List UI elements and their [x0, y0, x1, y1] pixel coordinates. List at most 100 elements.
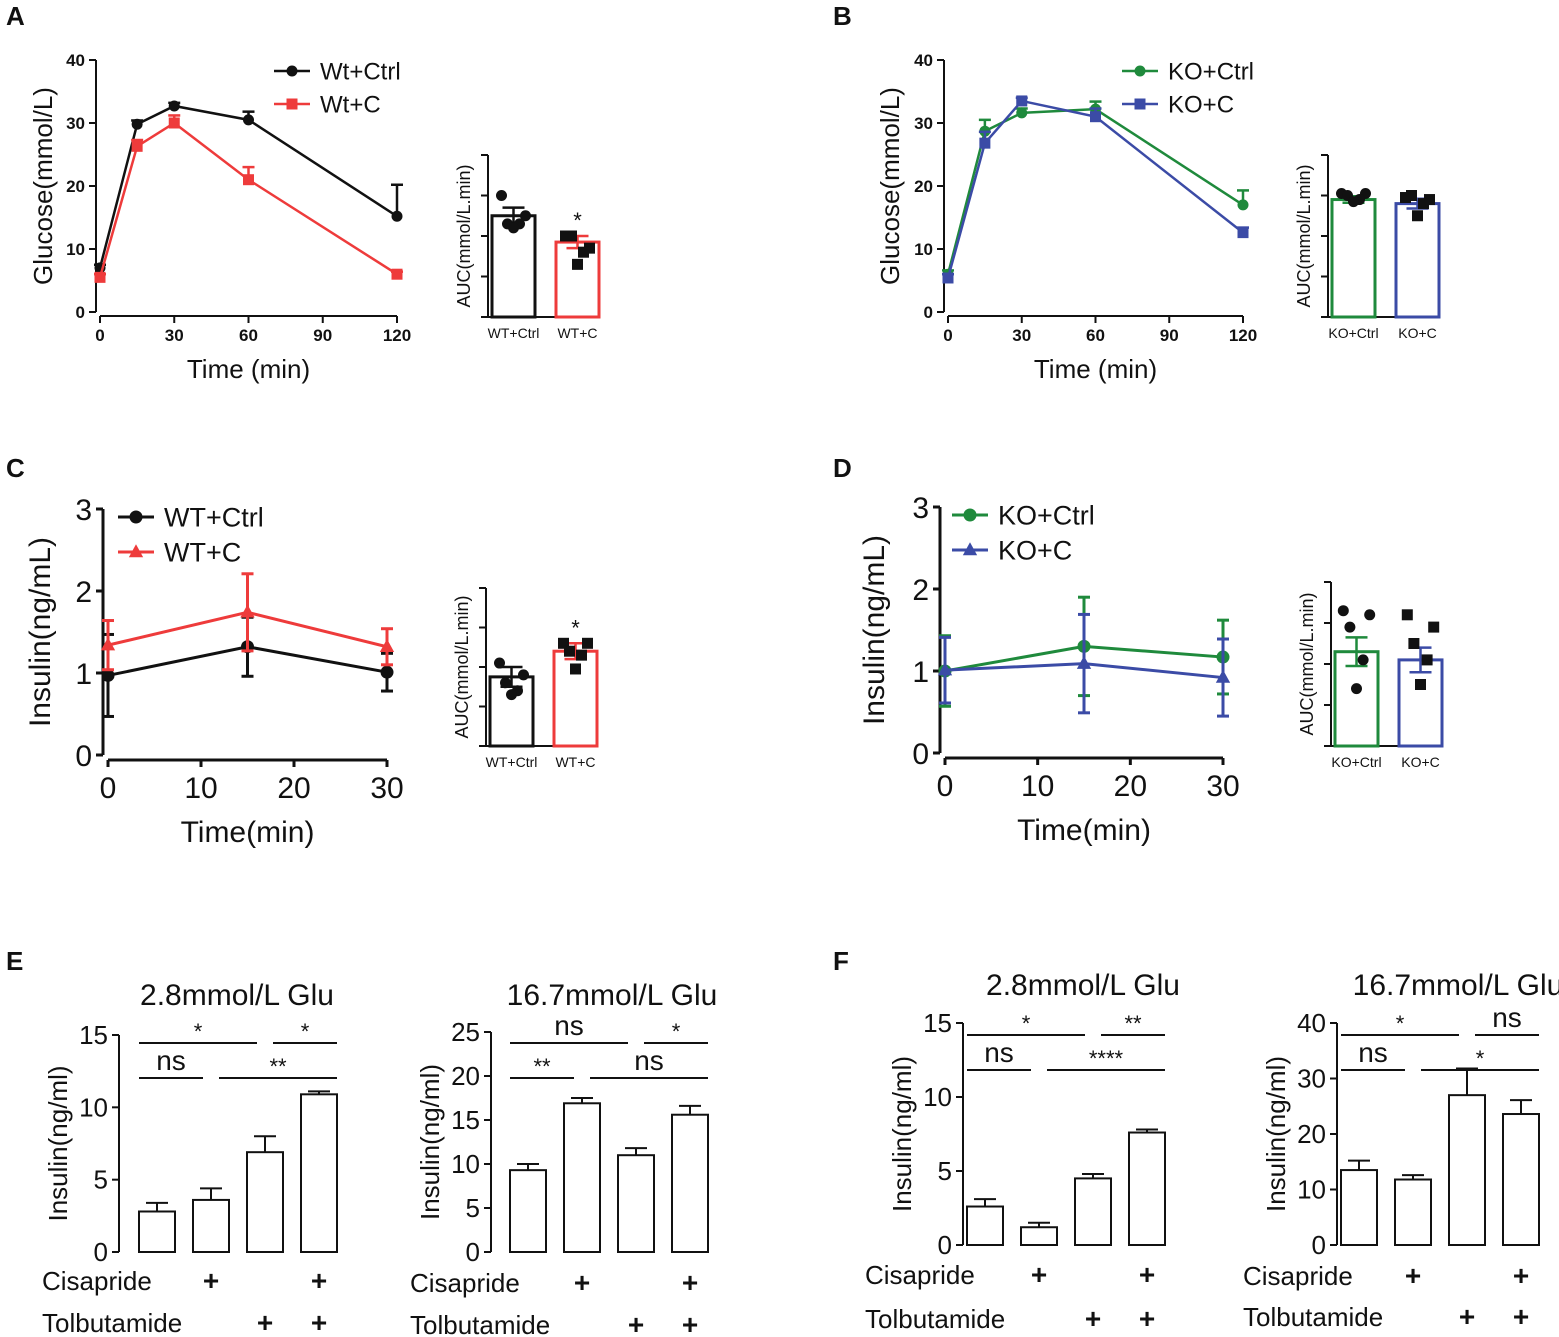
y-tick-label: 5 [94, 1165, 108, 1195]
series-line-Wt+Ctrl [98, 104, 398, 269]
data-point [101, 668, 115, 682]
x-axis-label: Time(min) [181, 816, 315, 849]
treatment-mark: + [682, 1309, 698, 1337]
scatter-point [1401, 609, 1413, 621]
comparison-label: * [1022, 1011, 1031, 1036]
data-point [168, 100, 180, 112]
scatter-point [1344, 621, 1356, 633]
y-tick-label: 0 [1312, 1230, 1326, 1260]
category-label: KO+Ctrl [1331, 754, 1381, 770]
category-label: WT+Ctrl [488, 325, 540, 341]
legend-marker [1134, 65, 1146, 77]
scatter-point [1424, 194, 1435, 206]
y-axis-label: Insulin(ng/ml) [1261, 1056, 1291, 1212]
category-label: WT+C [557, 325, 597, 341]
data-point [380, 665, 394, 679]
x-tick-label: 90 [313, 326, 332, 345]
auc-chart-C-AUC: AUC(mmol/L.min) WT+Ctrl WT+C * [452, 587, 599, 770]
scatter-point [1351, 683, 1362, 695]
scatter-point [1415, 679, 1426, 690]
scatter-point [1348, 196, 1359, 208]
y-axis-label: Insulin(ng/mL) [24, 537, 57, 727]
y-tick-label: 15 [923, 1008, 952, 1038]
y-axis-label: AUC(mmol/L.min) [452, 595, 472, 738]
legend-marker [286, 65, 298, 77]
scatter-point [558, 637, 569, 649]
data-point [1090, 111, 1101, 123]
y-tick-label: 0 [94, 1237, 108, 1267]
comparison-label: * [194, 1019, 203, 1044]
treatment-mark: + [574, 1267, 590, 1298]
auc-chart-A-AUC: AUC(mmol/L.min) WT+Ctrl WT+C * [454, 154, 601, 341]
comparison-label: ** [269, 1054, 287, 1079]
bar [1502, 1113, 1540, 1247]
bar [1128, 1131, 1166, 1247]
scatter-point [518, 669, 529, 681]
chart-title: 2.8mmol/L Glu [986, 969, 1180, 1002]
scatter-point [1364, 609, 1376, 621]
x-tick-label: 90 [1160, 326, 1179, 345]
x-tick-label: 30 [165, 326, 184, 345]
comparison-label: **** [1089, 1046, 1124, 1071]
treatment-mark: + [1085, 1303, 1101, 1334]
scatter-point [584, 242, 595, 254]
y-axis-label: Insulin(ng/mL) [858, 535, 891, 725]
treatment-row-label: Cisapride [42, 1266, 152, 1296]
scatter-point [494, 657, 505, 669]
bar [246, 1151, 284, 1254]
x-tick-label: 10 [1021, 770, 1054, 803]
x-axis-label: Time (min) [187, 354, 310, 384]
scatter-point [564, 645, 575, 657]
category-label: WT+Ctrl [486, 754, 538, 770]
panel-label-c: C [6, 453, 25, 483]
x-tick-label: 0 [100, 772, 117, 805]
bar [617, 1154, 655, 1253]
y-tick-label: 10 [923, 1082, 952, 1112]
auc-chart-B-AUC: AUC(mmol/L.min) KO+Ctrl KO+C [1294, 154, 1441, 341]
scatter-point [1337, 605, 1349, 617]
treatment-mark: + [628, 1309, 644, 1337]
data-point [243, 114, 254, 126]
data-point [1237, 227, 1249, 239]
scatter-point [506, 689, 517, 701]
panel-label-b: B [833, 1, 852, 31]
data-point [1076, 655, 1092, 669]
category-label: KO+C [1398, 325, 1437, 341]
y-tick-label: 3 [912, 492, 929, 525]
x-tick-label: 120 [1229, 326, 1257, 345]
legend-label: WT+C [164, 538, 241, 568]
y-axis-label: Insulin(ng/ml) [887, 1056, 917, 1212]
chart-title: 16.7mmol/L Glu [1353, 969, 1559, 1002]
data-point [937, 662, 953, 676]
y-tick-label: 20 [1297, 1119, 1326, 1149]
x-tick-label: 20 [1114, 770, 1147, 803]
comparison-label: ns [156, 1045, 186, 1076]
y-tick-label: 1 [75, 658, 92, 691]
legend-label: KO+Ctrl [998, 501, 1095, 531]
category-label: WT+C [555, 754, 595, 770]
y-tick-label: 20 [451, 1061, 480, 1091]
y-tick-label: 5 [466, 1193, 480, 1223]
data-point [1016, 107, 1028, 119]
y-tick-label: 10 [79, 1092, 108, 1122]
x-tick-label: 10 [184, 772, 217, 805]
data-point [942, 272, 954, 284]
x-tick-label: 60 [1086, 326, 1105, 345]
y-tick-label: 2 [912, 574, 929, 607]
bar [1340, 1169, 1378, 1246]
scatter-point [566, 230, 577, 242]
comparison-label: ** [1124, 1011, 1142, 1036]
scatter-point [1418, 198, 1429, 210]
auc-chart-D-AUC: AUC(mmol/L.min) KO+Ctrl KO+C [1297, 581, 1444, 770]
y-axis-label: AUC(mmol/L.min) [454, 164, 474, 307]
y-axis-label: AUC(mmol/L.min) [1294, 164, 1314, 307]
x-tick-label: 0 [95, 326, 104, 345]
treatment-mark: + [1513, 1301, 1529, 1332]
data-point [1215, 669, 1231, 683]
treatment-mark: + [1459, 1301, 1475, 1332]
data-point [391, 268, 403, 280]
y-tick-label: 0 [938, 1230, 952, 1260]
x-axis-label: Time(min) [1017, 814, 1151, 847]
y-axis-label: Insulin(ng/ml) [43, 1065, 73, 1221]
